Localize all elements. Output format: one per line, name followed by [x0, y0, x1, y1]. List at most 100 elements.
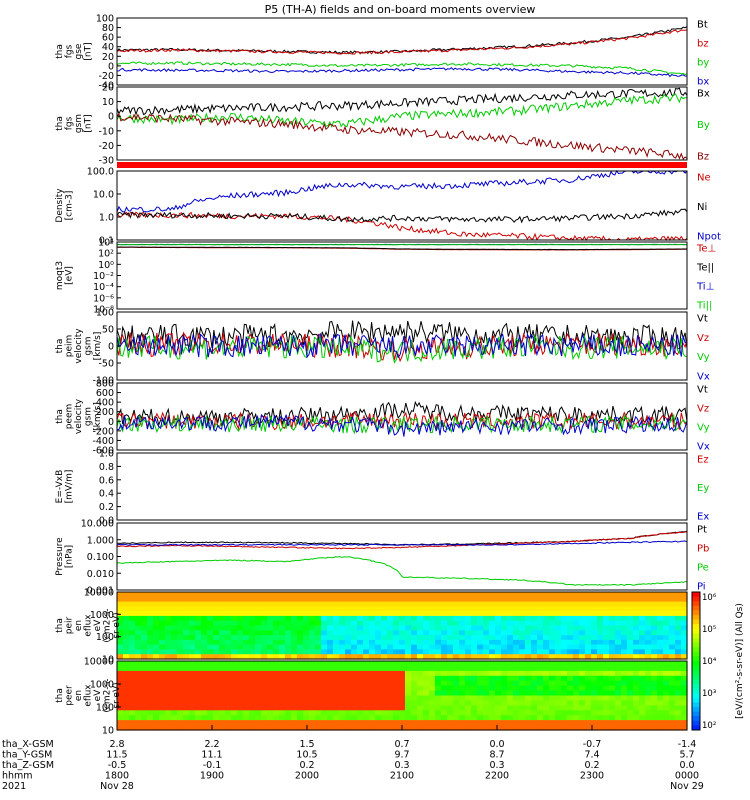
spectrogram-cell [147, 644, 154, 650]
spectrogram-cell [645, 649, 652, 655]
spectrogram-cell [423, 596, 430, 603]
spectrogram-cell [435, 639, 442, 646]
series-line-Ne [116, 211, 688, 242]
spectrogram-cell [675, 675, 682, 682]
spectrogram-cell [333, 720, 340, 726]
spectrogram-cell [375, 654, 382, 660]
spectrogram-cell [411, 700, 418, 706]
spectrogram-cell [585, 680, 592, 687]
spectrogram-cell [339, 695, 346, 701]
spectrogram-cell [399, 665, 406, 672]
spectrogram-cell [645, 680, 652, 687]
spectrogram-cell [129, 720, 136, 726]
spectrogram-cell [471, 654, 478, 660]
spectrogram-cell [675, 592, 682, 598]
spectrogram-cell [381, 649, 388, 655]
series-line-Vx [116, 332, 688, 359]
spectrogram-cell [375, 680, 382, 687]
spectrogram-cell [651, 661, 658, 667]
spectrogram-cell [321, 685, 328, 692]
spectrogram-cell [609, 620, 616, 627]
spectrogram-cell [171, 620, 178, 627]
spectrogram-cell [657, 700, 664, 706]
spectrogram-cell [273, 665, 280, 672]
spectrogram-cell [183, 620, 190, 627]
spectrogram-cell [507, 685, 514, 692]
spectrogram-cell [489, 661, 496, 667]
colorbar-cell [692, 647, 700, 653]
spectrogram-cell [405, 710, 412, 716]
spectrogram-cell [681, 700, 688, 706]
spectrogram-cell [597, 639, 604, 646]
spectrogram-cell [465, 665, 472, 672]
spectrogram-cell [369, 654, 376, 660]
spectrogram-cell [363, 680, 370, 687]
spectrogram-cell [537, 670, 544, 677]
spectrogram-cell [645, 596, 652, 603]
spectrogram-cell [351, 661, 358, 667]
spectrogram-cell [657, 606, 664, 612]
spectrogram-cell [459, 615, 466, 622]
spectrogram-cell [585, 690, 592, 697]
spectrogram-cell [423, 611, 430, 617]
spectrogram-cell [225, 625, 232, 631]
spectrogram-cell [243, 654, 250, 660]
spectrogram-cell [117, 596, 124, 603]
spectrogram-cell [627, 649, 634, 655]
spectrogram-cell [615, 690, 622, 697]
spectrogram-cell [579, 596, 586, 603]
spectrogram-cell [657, 654, 664, 660]
spectrogram-cell [573, 720, 580, 726]
x-tick-label: 2.2 [204, 739, 219, 750]
spectrogram-cell [555, 700, 562, 706]
spectrogram-cell [261, 685, 268, 692]
spectrogram-cell [195, 700, 202, 706]
spectrogram-cell [279, 700, 286, 706]
y-axis-label: [nT] [84, 42, 94, 60]
spectrogram-cell [513, 630, 520, 636]
spectrogram-cell [543, 620, 550, 627]
spectrogram-cell [321, 611, 328, 617]
spectrogram-cell [315, 725, 322, 731]
spectrogram-cell [237, 725, 244, 731]
spectrogram-cell [681, 685, 688, 692]
spectrogram-cell [591, 685, 598, 692]
spectrogram-cell [681, 705, 688, 711]
spectrogram-cell [633, 644, 640, 650]
spectrogram-cell [201, 690, 208, 697]
spectrogram-cell [645, 601, 652, 607]
spectrogram-cell [255, 611, 262, 617]
spectrogram-cell [555, 601, 562, 607]
spectrogram-cell [573, 644, 580, 650]
spectrogram-cell [477, 615, 484, 622]
spectrogram-cell [375, 665, 382, 672]
spectrogram-cell [387, 710, 394, 716]
spectrogram-cell [531, 705, 538, 711]
spectrogram-cell [249, 685, 256, 692]
y-axis-label: eV [93, 689, 103, 702]
spectrogram-cell [447, 596, 454, 603]
spectrogram-cell [291, 606, 298, 612]
spectrogram-cell [627, 611, 634, 617]
spectrogram-cell [321, 635, 328, 641]
spectrogram-cell [375, 690, 382, 697]
colorbar-cell [692, 592, 700, 598]
spectrogram-cell [183, 700, 190, 706]
spectrogram-cell [129, 615, 136, 622]
x-tick-label: 2200 [485, 771, 509, 782]
spectrogram-cell [627, 720, 634, 726]
spectrogram-cell [231, 606, 238, 612]
spectrogram-cell [333, 695, 340, 701]
spectrogram-cell [567, 705, 574, 711]
spectrogram-cell [609, 670, 616, 677]
spectrogram-cell [291, 680, 298, 687]
spectrogram-cell [153, 601, 160, 607]
spectrogram-cell [123, 644, 130, 650]
spectrogram-cell [423, 720, 430, 726]
spectrogram-cell [501, 665, 508, 672]
spectrogram-cell [147, 620, 154, 627]
spectrogram-cell [285, 615, 292, 622]
spectrogram-cell [471, 700, 478, 706]
spectrogram-cell [459, 654, 466, 660]
